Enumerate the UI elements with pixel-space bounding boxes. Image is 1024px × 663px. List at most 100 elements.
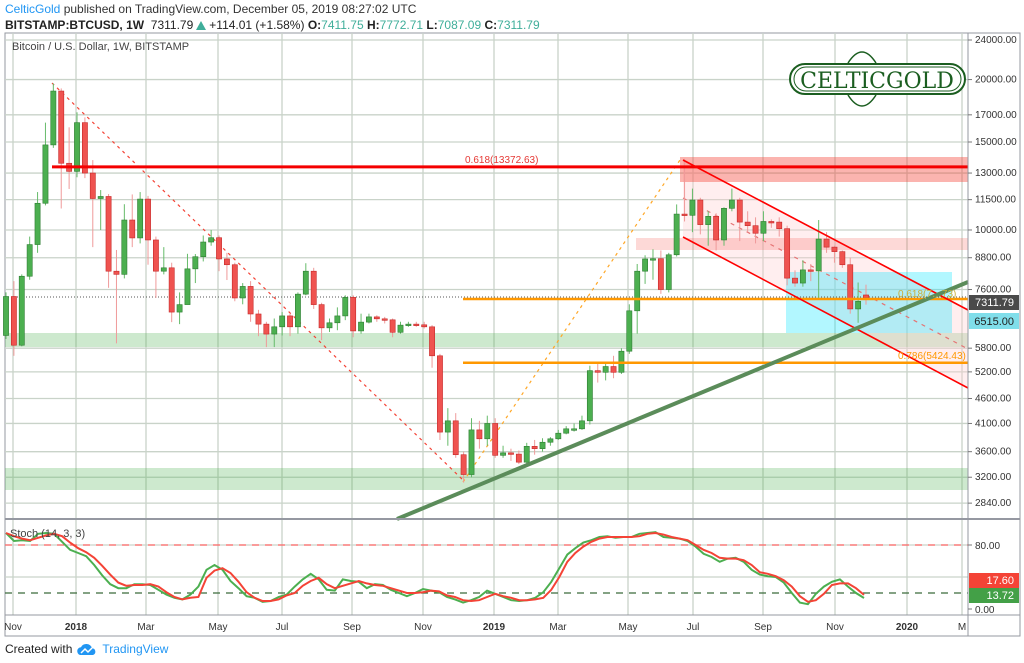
candle-down	[413, 321, 420, 327]
support-zone-lower[interactable]	[5, 468, 968, 490]
candle-body	[839, 251, 846, 266]
candle-down	[145, 195, 151, 265]
open-label: O:	[307, 18, 322, 32]
drawings[interactable]	[5, 82, 969, 490]
uptrend-dashed-line[interactable]	[462, 159, 681, 483]
downtrend-dashed-line[interactable]	[51, 82, 464, 481]
candle-body	[239, 286, 246, 299]
candle-down	[437, 353, 443, 440]
price-tick-label: 2840.00	[975, 498, 1012, 509]
candle-down	[10, 281, 17, 356]
stoch-d-line	[5, 531, 865, 603]
candle-body	[452, 420, 459, 456]
stoch-panel[interactable]	[5, 531, 968, 606]
candle-body	[105, 196, 112, 272]
candle-body	[634, 270, 641, 312]
candle-down	[831, 245, 838, 263]
channel-upper-line[interactable]	[682, 159, 969, 311]
candle-down	[784, 225, 791, 286]
candle-up	[728, 188, 735, 212]
candle-body	[160, 267, 167, 272]
candle-body	[326, 322, 333, 329]
time-tick-label: M	[958, 622, 966, 633]
candle-up	[42, 122, 49, 206]
chart-frame	[4, 32, 1021, 637]
candle-body	[255, 313, 262, 325]
candle-up	[176, 292, 183, 325]
candle-up	[200, 235, 207, 262]
candle-down	[224, 252, 230, 281]
candle-body	[381, 318, 388, 321]
candle-body	[602, 366, 609, 373]
candle-body	[168, 267, 175, 313]
candle-up	[642, 255, 648, 284]
symbol-label: BITSTAMP:BTCUSD, 1W	[5, 18, 145, 32]
stoch-d-badge-text: 17.60	[986, 575, 1014, 587]
candle-body	[145, 198, 151, 241]
last-price: 7311.79	[150, 18, 194, 32]
price-tick-label: 8800.00	[975, 253, 1012, 264]
price-tick-label: 5200.00	[975, 367, 1012, 378]
resistance-zone-2[interactable]	[636, 238, 968, 250]
candle-up	[3, 292, 9, 340]
close-label: C:	[484, 18, 498, 32]
time-tick-label: Mar	[137, 622, 155, 633]
last-price-badge-text: 7311.79	[975, 297, 1014, 309]
candle-up	[184, 253, 191, 305]
time-tick-label: Mar	[549, 622, 567, 633]
price-tick-label: 3600.00	[975, 447, 1012, 458]
price-axis[interactable]: 24000.00 20000.00 17000.00 15000.00 13000.00…	[968, 35, 1017, 616]
fib-label-top: 0.618(13372.63)	[465, 155, 538, 166]
candle-body	[3, 296, 9, 336]
overlay-drawings[interactable]	[52, 159, 969, 521]
time-tick-label: May	[619, 622, 638, 633]
level-badge	[969, 313, 1019, 329]
candle-body	[224, 258, 230, 266]
candle-up	[721, 207, 727, 246]
candle-down	[89, 160, 96, 248]
candle-body	[673, 213, 680, 256]
candle-up	[26, 236, 33, 280]
candle-body	[295, 293, 301, 328]
candle-body	[373, 316, 380, 320]
candle-body	[444, 420, 451, 433]
channel-fill[interactable]	[683, 160, 968, 388]
candle-body	[460, 454, 467, 475]
candle-up	[342, 295, 349, 321]
resistance-zone[interactable]	[680, 157, 968, 182]
author-link[interactable]: CelticGold	[5, 2, 61, 16]
candle-body	[823, 238, 830, 248]
candle-body	[579, 420, 585, 430]
stoch-k-badge	[969, 588, 1019, 603]
candle-down	[255, 309, 262, 337]
candle-body	[366, 316, 372, 323]
support-zone-upper[interactable]	[5, 333, 968, 347]
candle-body	[97, 196, 104, 199]
candle-body	[689, 199, 696, 216]
channel-lower-line[interactable]	[682, 236, 969, 389]
candle-body	[476, 429, 483, 440]
last-price-badge	[969, 295, 1019, 310]
close-value: 7311.79	[497, 18, 540, 32]
time-axis[interactable]: Nov 2018 Mar May Jul Sep Nov 2019 Mar May Jul Sep No…	[4, 622, 966, 633]
tradingview-link[interactable]: TradingView	[102, 642, 169, 656]
time-tick-label: May	[209, 622, 228, 633]
open-value: 7411.75	[321, 18, 364, 32]
candle-up	[555, 429, 562, 440]
candle-body	[586, 370, 593, 422]
candle-body	[736, 199, 743, 223]
candle-body	[287, 315, 293, 328]
candle-body	[279, 315, 286, 328]
candle-up	[271, 318, 278, 348]
candle-body	[26, 244, 33, 277]
support-trendline[interactable]	[396, 280, 969, 521]
candle-body	[231, 264, 238, 299]
candle-up	[137, 192, 144, 244]
candle-down	[768, 219, 775, 228]
candle-up	[523, 442, 530, 466]
candle-down	[216, 235, 222, 272]
price-tick-label: 10000.00	[975, 225, 1017, 236]
candle-down	[168, 262, 175, 323]
candle-body	[271, 326, 278, 335]
